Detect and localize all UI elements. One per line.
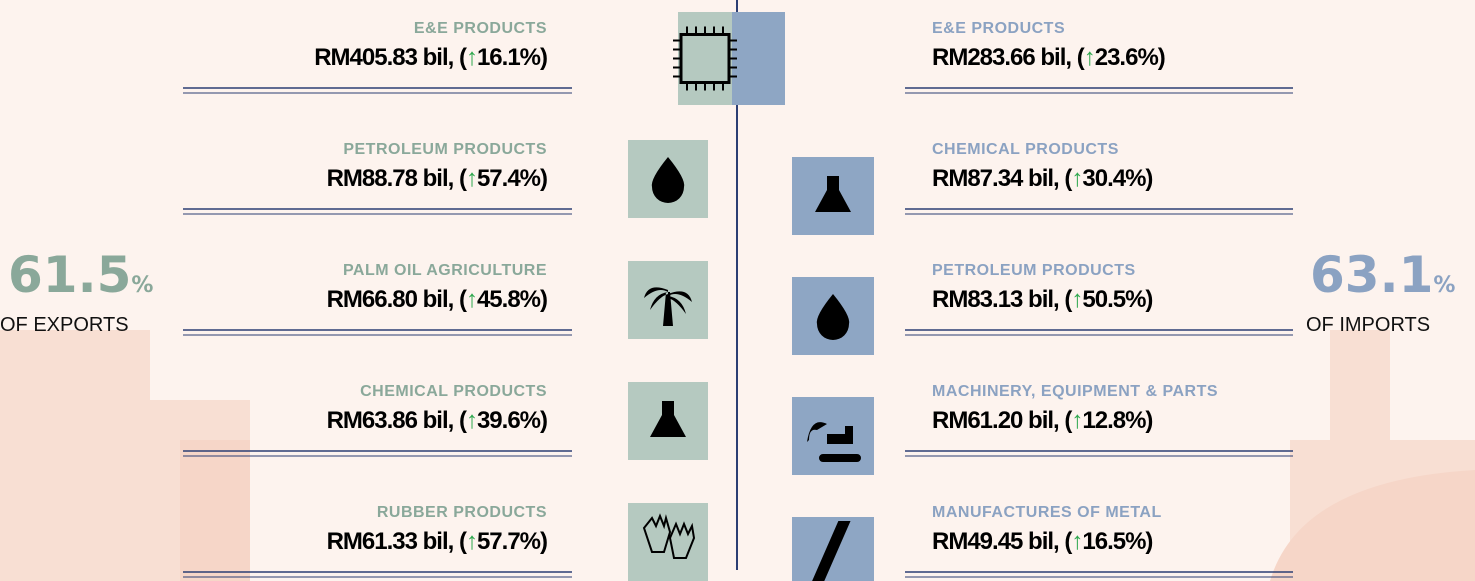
category-text: CHEMICAL PRODUCTS <box>932 141 1119 158</box>
icon <box>628 261 708 339</box>
icon <box>628 503 708 581</box>
change-text: 16.5%) <box>1082 528 1152 555</box>
amount-label: RM405.83 bil, (↑16.1%) <box>314 44 547 72</box>
amount-text: RM49.45 bil, ( <box>932 528 1071 555</box>
amount-label: RM66.80 bil, (↑45.8%) <box>327 286 547 314</box>
change-text: 39.6%) <box>477 407 547 434</box>
category-label: PETROLEUM PRODUCTS <box>343 141 547 159</box>
icon <box>628 140 708 218</box>
change-text: 16.1%) <box>477 44 547 71</box>
infographic: E&E PRODUCTSRM405.83 bil, (↑16.1%)PETROL… <box>0 0 1475 581</box>
category-label: MANUFACTURES OF METAL <box>932 504 1162 522</box>
up-arrow: ↑ <box>466 286 477 313</box>
category-label: RUBBER PRODUCTS <box>377 504 547 522</box>
share-unit: % <box>1433 273 1455 298</box>
icon <box>792 397 874 475</box>
up-arrow: ↑ <box>1071 528 1082 555</box>
category-label: CHEMICAL PRODUCTS <box>360 383 547 401</box>
ship-silhouette <box>1270 330 1475 581</box>
up-arrow: ↑ <box>1071 286 1082 313</box>
share-figure: 63.1% <box>1310 246 1455 304</box>
category-text: E&E PRODUCTS <box>932 20 1065 37</box>
amount-label: RM283.66 bil, (↑23.6%) <box>932 44 1165 72</box>
amount-text: RM61.33 bil, ( <box>327 528 466 555</box>
amount-label: RM87.34 bil, (↑30.4%) <box>932 165 1152 193</box>
category-label: E&E PRODUCTS <box>932 20 1065 38</box>
up-arrow: ↑ <box>466 44 477 71</box>
share-figure: 61.5% <box>8 246 153 304</box>
up-arrow: ↑ <box>466 407 477 434</box>
amount-label: RM61.20 bil, (↑12.8%) <box>932 407 1152 435</box>
share-caption-text: OF IMPORTS <box>1306 314 1430 336</box>
category-text: PETROLEUM PRODUCTS <box>932 262 1136 279</box>
category-text: MANUFACTURES OF METAL <box>932 504 1162 521</box>
amount-label: RM83.13 bil, (↑50.5%) <box>932 286 1152 314</box>
category-label: MACHINERY, EQUIPMENT & PARTS <box>932 383 1218 401</box>
share-unit: % <box>131 273 153 298</box>
share-caption-text: OF EXPORTS <box>0 314 129 336</box>
up-arrow: ↑ <box>1071 407 1082 434</box>
icon <box>792 157 874 235</box>
icon <box>673 12 737 105</box>
up-arrow: ↑ <box>466 165 477 192</box>
amount-label: RM63.86 bil, (↑39.6%) <box>327 407 547 435</box>
amount-text: RM88.78 bil, ( <box>327 165 466 192</box>
amount-text: RM405.83 bil, ( <box>314 44 466 71</box>
amount-text: RM83.13 bil, ( <box>932 286 1071 313</box>
change-text: 12.8%) <box>1082 407 1152 434</box>
change-text: 50.5%) <box>1082 286 1152 313</box>
change-text: 57.4%) <box>477 165 547 192</box>
amount-label: RM49.45 bil, (↑16.5%) <box>932 528 1152 556</box>
category-label: E&E PRODUCTS <box>414 20 547 38</box>
share-value: 63.1 <box>1310 246 1433 304</box>
change-text: 23.6%) <box>1095 44 1165 71</box>
background <box>0 0 1475 581</box>
amount-label: RM61.33 bil, (↑57.7%) <box>327 528 547 556</box>
up-arrow: ↑ <box>1071 165 1082 192</box>
up-arrow: ↑ <box>1084 44 1095 71</box>
icon <box>628 382 708 460</box>
category-label: PETROLEUM PRODUCTS <box>932 262 1136 280</box>
amount-text: RM87.34 bil, ( <box>932 165 1071 192</box>
icon <box>792 517 874 581</box>
share-caption: OF IMPORTS <box>1306 314 1430 337</box>
category-label: CHEMICAL PRODUCTS <box>932 141 1119 159</box>
category-label: PALM OIL AGRICULTURE <box>343 262 547 280</box>
category-text: PALM OIL AGRICULTURE <box>343 262 547 279</box>
change-text: 57.7%) <box>477 528 547 555</box>
share-caption: OF EXPORTS <box>0 314 129 337</box>
category-text: CHEMICAL PRODUCTS <box>360 383 547 400</box>
chip-tile-right <box>732 12 785 105</box>
category-text: MACHINERY, EQUIPMENT & PARTS <box>932 383 1218 400</box>
icon <box>792 277 874 355</box>
amount-text: RM66.80 bil, ( <box>327 286 466 313</box>
up-arrow: ↑ <box>466 528 477 555</box>
amount-text: RM63.86 bil, ( <box>327 407 466 434</box>
icon-tile <box>678 12 732 105</box>
amount-text: RM283.66 bil, ( <box>932 44 1084 71</box>
change-text: 30.4%) <box>1082 165 1152 192</box>
amount-text: RM61.20 bil, ( <box>932 407 1071 434</box>
change-text: 45.8%) <box>477 286 547 313</box>
category-text: E&E PRODUCTS <box>414 20 547 37</box>
amount-label: RM88.78 bil, (↑57.4%) <box>327 165 547 193</box>
category-text: PETROLEUM PRODUCTS <box>343 141 547 158</box>
category-text: RUBBER PRODUCTS <box>377 504 547 521</box>
share-value: 61.5 <box>8 246 131 304</box>
